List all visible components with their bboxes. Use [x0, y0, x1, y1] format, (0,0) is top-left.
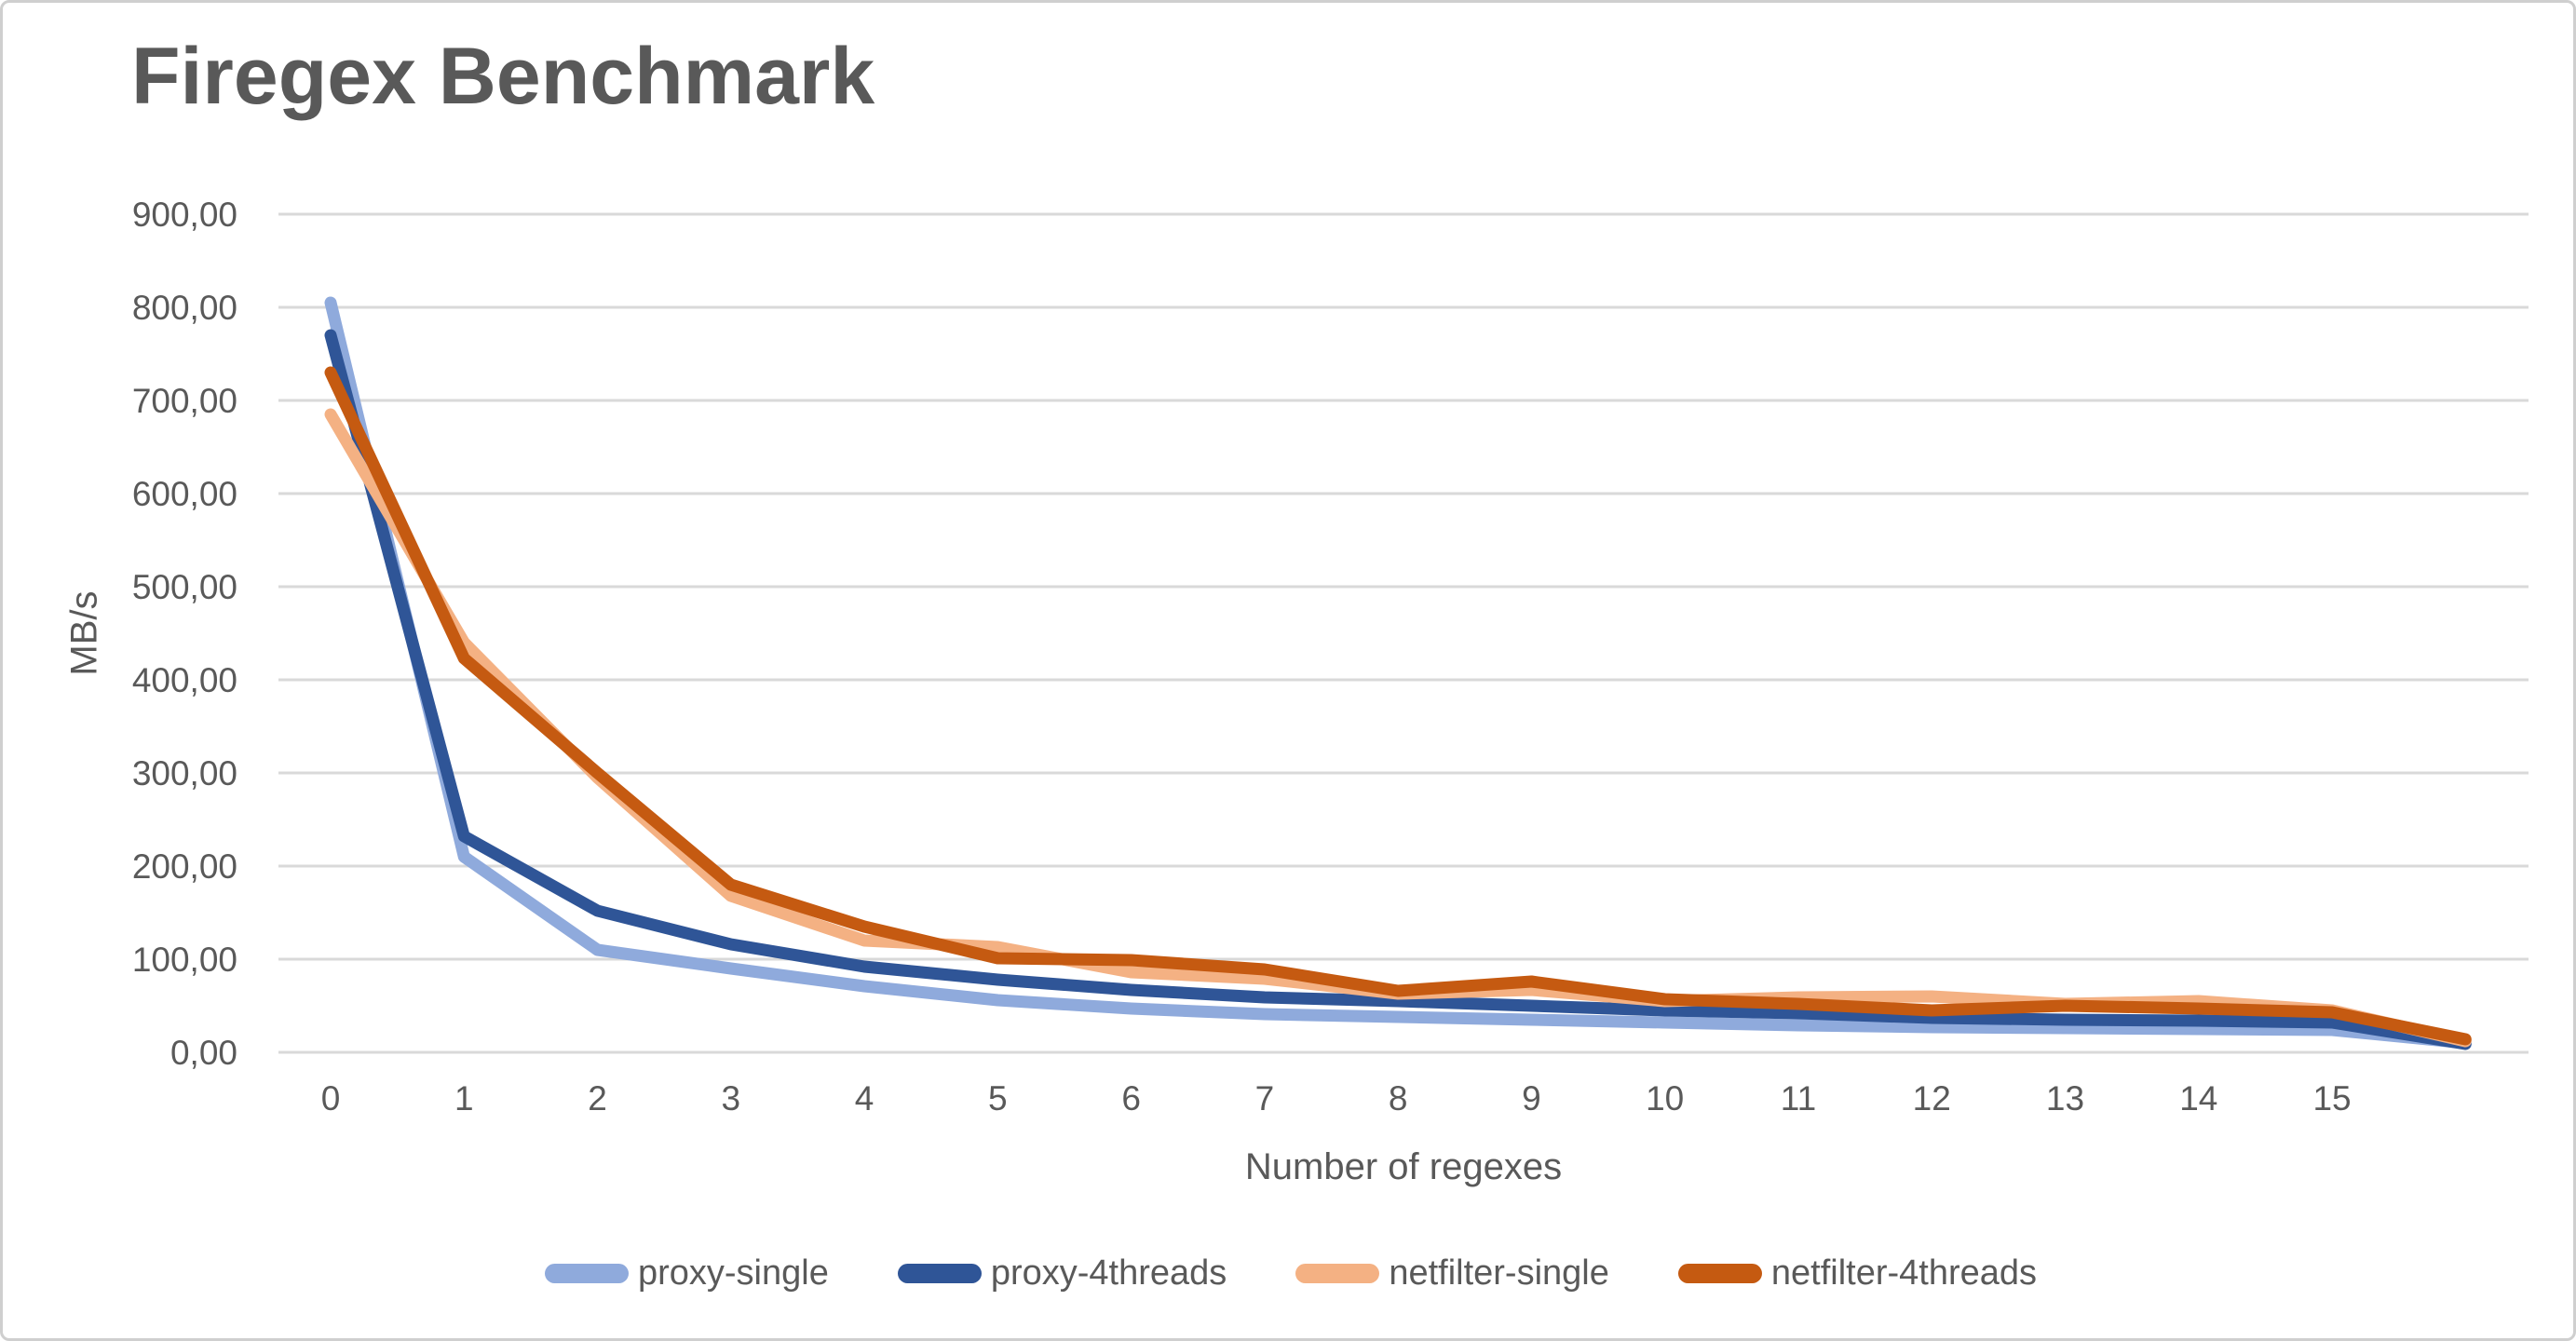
- legend-item-netfilter-single: netfilter-single: [1295, 1255, 1609, 1291]
- legend-label: netfilter-single: [1389, 1253, 1609, 1293]
- x-tick-label: 2: [588, 1079, 607, 1118]
- legend: proxy-single proxy-4threads netfilter-sing…: [3, 1253, 2573, 1293]
- legend-swatch-icon: [544, 1263, 629, 1283]
- legend-label: proxy-single: [637, 1253, 829, 1293]
- y-tick-label: 300,00: [131, 754, 237, 792]
- x-tick-label: 6: [1121, 1079, 1141, 1118]
- series-line-netfilter-4threads: [324, 366, 2472, 1046]
- legend-swatch-icon: [1677, 1263, 1762, 1283]
- x-tick-label: 9: [1522, 1079, 1541, 1118]
- x-axis-title: Number of regexes: [1244, 1146, 1563, 1187]
- x-tick-label: 4: [854, 1079, 874, 1118]
- gridlines: [278, 212, 2529, 1054]
- series-line-proxy-4threads: [324, 329, 2472, 1050]
- y-tick-label: 0,00: [169, 1034, 237, 1072]
- x-tick-label: 7: [1254, 1079, 1275, 1118]
- y-tick-label: 600,00: [131, 475, 237, 513]
- y-axis-title: MB/s: [63, 590, 105, 676]
- x-tick-label: 3: [721, 1079, 741, 1118]
- legend-swatch-icon: [1295, 1263, 1380, 1283]
- legend-item-netfilter-4threads: netfilter-4threads: [1677, 1253, 2038, 1293]
- legend-item-proxy-single: proxy-single: [544, 1253, 829, 1293]
- legend-label: netfilter-4threads: [1770, 1253, 2038, 1293]
- x-tick-label: 12: [1912, 1079, 1951, 1118]
- y-tick-label: 700,00: [131, 382, 237, 420]
- y-tick-label: 900,00: [131, 196, 237, 234]
- x-tick-label: 5: [988, 1079, 1008, 1118]
- y-tick-label: 200,00: [131, 847, 237, 886]
- x-tick-label: 14: [2179, 1079, 2218, 1118]
- legend-swatch-icon: [897, 1263, 982, 1283]
- x-tick-label: 10: [1646, 1079, 1685, 1118]
- series-line-proxy-single: [324, 296, 2472, 1050]
- line-chart-plot: [278, 212, 2529, 1054]
- x-tick-label: 8: [1388, 1079, 1408, 1118]
- series-lines: [324, 296, 2472, 1050]
- x-tick-label: 15: [2312, 1079, 2352, 1118]
- y-tick-label: 800,00: [131, 289, 237, 327]
- x-tick-label: 0: [320, 1079, 341, 1118]
- x-tick-label: 11: [1780, 1079, 1817, 1118]
- y-tick-label: 100,00: [131, 941, 237, 979]
- x-tick-label: 1: [454, 1079, 474, 1118]
- y-tick-label: 500,00: [131, 568, 237, 606]
- series-line-netfilter-single: [324, 408, 2472, 1048]
- legend-item-proxy-4threads: proxy-4threads: [897, 1253, 1227, 1293]
- x-tick-label: 13: [2045, 1079, 2085, 1118]
- chart-title: Firegex Benchmark: [131, 32, 875, 121]
- legend-label: proxy-4threads: [990, 1253, 1227, 1293]
- y-tick-label: 400,00: [131, 661, 237, 699]
